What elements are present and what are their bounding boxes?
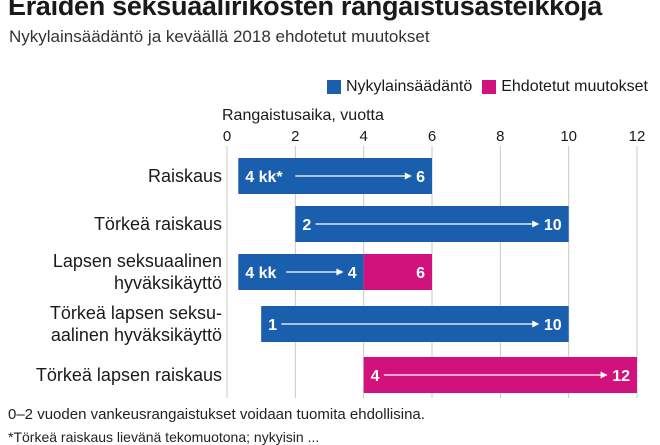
x-tick-label-8: 8 [496,128,504,145]
bar-end-label-0: 6 [416,169,425,186]
bar-mid-label-2: 4 [348,265,357,282]
bar-end-label-4: 12 [612,368,630,385]
legend-item-current: Nykylainsäädäntö [326,78,473,96]
x-tick-label-10: 10 [560,128,577,145]
bar-start-label-2: 4 kk [245,265,276,282]
x-tick-label-6: 6 [428,128,436,145]
range-arrow-head-3 [532,320,540,328]
category-label-0-0: Raiskaus [148,166,222,186]
category-label-3-0: Törkeä lapsen seksu- [50,303,222,323]
bar-end-label-3: 10 [544,317,562,334]
x-tick-label-12: 12 [629,128,646,145]
bar-end-label-1: 10 [544,217,562,234]
x-tick-label-4: 4 [359,128,367,145]
category-label-3-1: aalinen hyväksikäyttö [51,325,222,345]
chart-subtitle: Nykylainsäädäntö ja keväällä 2018 ehdote… [9,27,430,46]
footnote-asterisk: *Törkeä raiskaus lievänä tekomuotona; ny… [8,429,320,445]
range-arrow-head-2 [336,268,344,276]
x-tick-label-2: 2 [291,128,299,145]
bar-start-label-1: 2 [302,217,311,234]
category-label-2-0: Lapsen seksuaalinen [53,251,222,271]
range-arrow-head-4 [600,371,608,379]
x-axis-title: Rangaistusaika, vuotta [222,107,384,124]
legend-swatch-current [326,80,341,94]
legend-item-proposed: Ehdotetut muutokset [482,78,648,96]
category-label-2-1: hyväksikäyttö [114,273,222,293]
footnote-conditional: 0–2 vuoden vankeusrangaistukset voidaan … [8,406,425,423]
bar-proposed-2 [363,254,432,290]
x-tick-label-0: 0 [223,128,231,145]
legend-label-current: Nykylainsäädäntö [345,78,473,95]
bar-start-label-4: 4 [371,368,380,385]
category-label-4-0: Törkeä lapsen raiskaus [36,365,222,385]
range-arrow-head-0 [404,172,412,180]
range-arrow-head-1 [532,220,540,228]
bar-start-label-3: 1 [268,317,277,334]
legend-label-proposed: Ehdotetut muutokset [501,78,648,95]
category-label-1-0: Törkeä raiskaus [94,214,222,234]
bar-start-label-0: 4 kk* [245,169,283,186]
chart-title: Eräiden seksuaalirikosten rangaistusaste… [8,0,602,21]
legend: Nykylainsäädäntö Ehdotetut muutokset [317,78,648,96]
legend-swatch-proposed [482,80,497,94]
bar-end-label-2: 6 [416,265,425,282]
